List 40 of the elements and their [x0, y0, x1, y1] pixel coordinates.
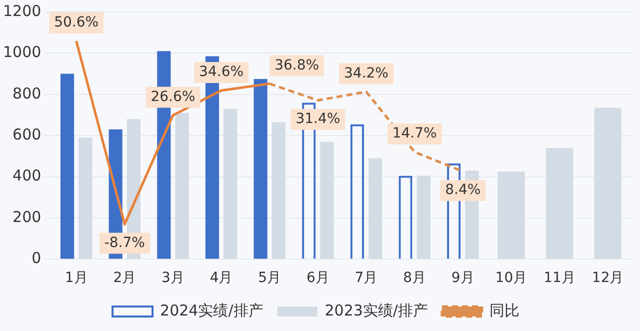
x-tick-label: 7月 [354, 270, 378, 286]
data-label: 31.4% [296, 111, 340, 128]
x-tick-label: 12月 [592, 270, 624, 286]
x-tick-label: 2月 [113, 270, 136, 286]
bar [224, 108, 238, 259]
data-label: 8.4% [445, 182, 481, 198]
y-tick-label: 600 [12, 125, 42, 144]
bar [368, 158, 382, 259]
y-tick-label: 800 [12, 84, 42, 102]
y-tick-label: 1000 [2, 43, 42, 62]
data-label: 26.6% [150, 88, 196, 105]
x-tick-label: 11月 [544, 270, 576, 286]
bar [272, 122, 286, 259]
data-label: 14.7% [392, 126, 437, 142]
bar [60, 74, 74, 259]
bar [254, 78, 268, 259]
data-label: 34.2% [344, 65, 388, 82]
data-label: 34.6% [199, 64, 244, 80]
y-tick-label: 0 [32, 249, 42, 268]
data-label: 36.8% [274, 57, 320, 74]
bar [416, 176, 430, 259]
x-tick-label: 3月 [162, 270, 184, 286]
x-tick-label: 10月 [495, 270, 528, 286]
bar [78, 138, 92, 259]
y-tick-label: 1200 [2, 2, 42, 20]
legend-label: 2024实绩/排产 [160, 301, 264, 320]
bar [320, 142, 334, 259]
data-label: 50.6% [54, 14, 99, 31]
legend-label: 2023实绩/排产 [324, 301, 428, 320]
y-tick-label: 200 [12, 208, 42, 226]
legend-label: 同比 [489, 301, 520, 320]
bar [175, 112, 189, 259]
x-tick-label: 9月 [451, 270, 474, 286]
y-tick-label: 400 [12, 166, 42, 185]
x-tick-label: 6月 [306, 270, 330, 286]
x-tick-label: 5月 [258, 270, 282, 286]
x-tick-label: 8月 [403, 270, 426, 286]
x-tick-label: 1月 [64, 270, 88, 286]
x-tick-label: 4月 [210, 270, 233, 286]
data-label: -8.7% [104, 234, 145, 251]
